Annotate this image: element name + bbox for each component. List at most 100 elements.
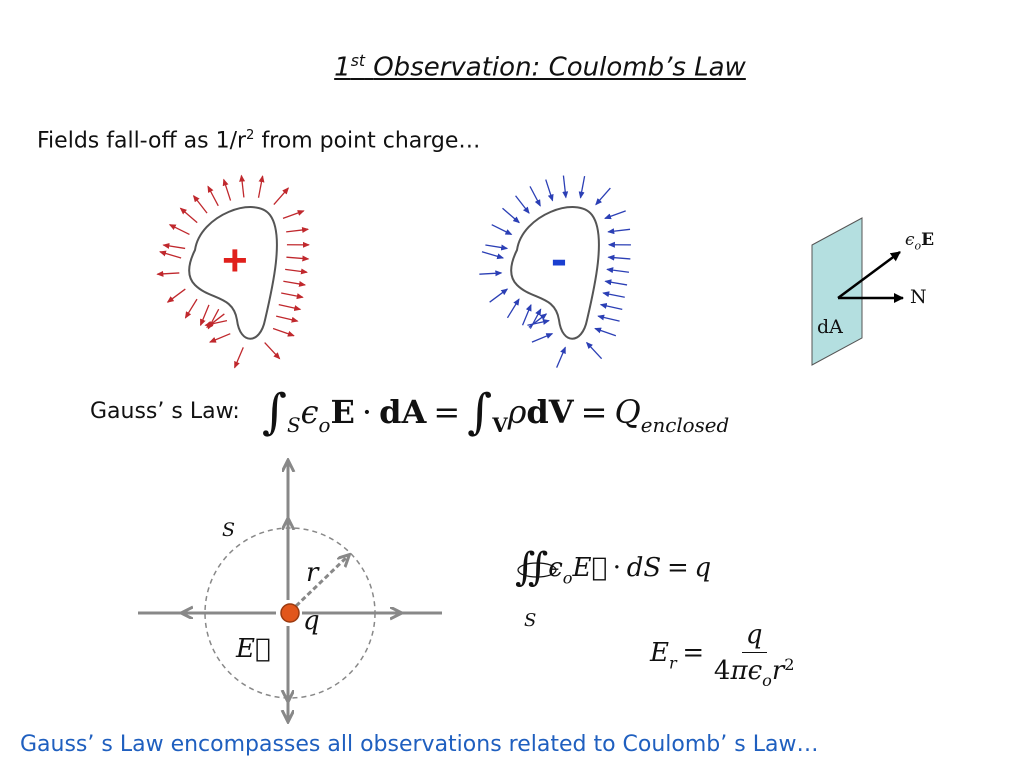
field-arrow xyxy=(204,320,228,327)
math-token: = xyxy=(682,637,705,668)
math-token: S xyxy=(287,414,301,438)
radial-field-equation: Er = q 4πϵor2 xyxy=(650,620,795,690)
field-arrow xyxy=(502,207,520,224)
charge-sign: - xyxy=(551,233,567,286)
epsilon-subscript: o xyxy=(914,239,922,253)
field-arrow xyxy=(594,327,617,337)
field-arrow xyxy=(222,178,232,201)
field-arrow xyxy=(607,228,631,235)
field-arrow xyxy=(545,179,554,202)
fraction: q 4πϵor2 xyxy=(714,620,795,690)
math-token: E⃗ xyxy=(572,553,608,584)
math-token: ∫ xyxy=(467,384,493,440)
field-arrow xyxy=(602,291,625,298)
surface-integral-equation: ∬ϵoE⃗ · dS = q xyxy=(515,545,711,590)
field-arrow xyxy=(283,280,307,287)
charged-body xyxy=(510,206,600,340)
field-arrow xyxy=(599,302,623,310)
field-arrow xyxy=(239,174,246,198)
field-arrow xyxy=(156,270,180,277)
field-arrow xyxy=(527,318,550,326)
math-token: π xyxy=(730,655,748,686)
math-token: ρ xyxy=(507,393,527,432)
field-arrow xyxy=(159,250,182,259)
surface-label: S xyxy=(222,519,236,541)
math-token: 4 xyxy=(713,655,731,686)
field-arrow xyxy=(278,304,302,311)
math-token: Q xyxy=(614,393,641,432)
charge-sign: + xyxy=(222,236,248,285)
title-number: 1 xyxy=(334,52,351,83)
field-arrow xyxy=(168,224,190,236)
field-arrow xyxy=(515,195,530,214)
math-token: q xyxy=(694,553,712,584)
math-token: ϵ xyxy=(747,655,763,686)
math-token: enclosed xyxy=(640,414,730,438)
field-arrow xyxy=(531,333,554,343)
math-token: q xyxy=(745,620,763,650)
field-arrow xyxy=(281,292,304,300)
field-arrow xyxy=(529,186,541,207)
field-arrow xyxy=(491,224,513,236)
title-superscript: st xyxy=(350,52,365,70)
epsilon: ϵ xyxy=(905,230,915,250)
subtitle-text: Fields fall-off as 1/r xyxy=(37,128,247,154)
math-token: r xyxy=(771,655,785,686)
area-element xyxy=(811,217,863,366)
math-token: o xyxy=(318,414,331,438)
math-token: V xyxy=(492,413,508,438)
integral-oval xyxy=(517,562,557,578)
field-arrow xyxy=(597,314,620,322)
radius-label: r xyxy=(306,558,319,588)
numerator: q xyxy=(741,620,767,653)
field-arrow xyxy=(285,268,308,275)
point-charge xyxy=(280,603,300,623)
field-arrow xyxy=(276,315,299,323)
field-arrow xyxy=(282,210,305,219)
field-arrow xyxy=(273,187,290,206)
math-token: = xyxy=(666,553,689,584)
field-arrow xyxy=(207,308,220,330)
math-token: dS xyxy=(626,553,662,584)
field-vector-label: E xyxy=(921,230,935,250)
field-arrow xyxy=(485,244,509,251)
field-arrow xyxy=(264,342,281,360)
math-token: dV xyxy=(526,393,574,432)
math-token: dA xyxy=(379,393,427,432)
math-token: E xyxy=(330,393,355,432)
field-arrow xyxy=(489,288,509,303)
math-token: ϵ xyxy=(548,553,563,584)
math-token: ∫ xyxy=(262,384,288,440)
field-arrow xyxy=(179,207,198,224)
field-label: ϵoE xyxy=(905,230,934,252)
math-token: 2 xyxy=(784,655,795,674)
math-token: o xyxy=(762,671,772,691)
math-token: ϵ xyxy=(300,393,319,432)
math-token: o xyxy=(562,568,573,588)
area-label: dA xyxy=(817,316,843,338)
field-arrow xyxy=(585,341,603,360)
field-arrow xyxy=(578,175,586,199)
field-arrow xyxy=(272,327,295,337)
math-token: ∬ xyxy=(515,545,549,590)
math-token: = xyxy=(580,393,608,432)
field-arrow xyxy=(481,251,505,260)
field-arrow xyxy=(184,298,198,319)
field-arrow xyxy=(521,303,532,326)
lhs: Er = xyxy=(650,638,710,672)
field-arrow xyxy=(595,187,611,206)
field-arrow xyxy=(257,175,265,198)
field-arrow xyxy=(606,267,630,274)
field-arrow xyxy=(199,304,210,327)
normal-label: N xyxy=(910,286,927,308)
field-arrow xyxy=(166,288,186,303)
field-arrow xyxy=(234,347,244,369)
math-token: E xyxy=(650,637,669,668)
field-arrow xyxy=(529,308,542,329)
charged-body xyxy=(188,206,278,340)
slide-title: 1st Observation: Coulomb’s Law xyxy=(0,52,1024,83)
field-arrow xyxy=(604,210,626,220)
field-arrow xyxy=(286,227,310,233)
math-token: = xyxy=(433,393,461,432)
